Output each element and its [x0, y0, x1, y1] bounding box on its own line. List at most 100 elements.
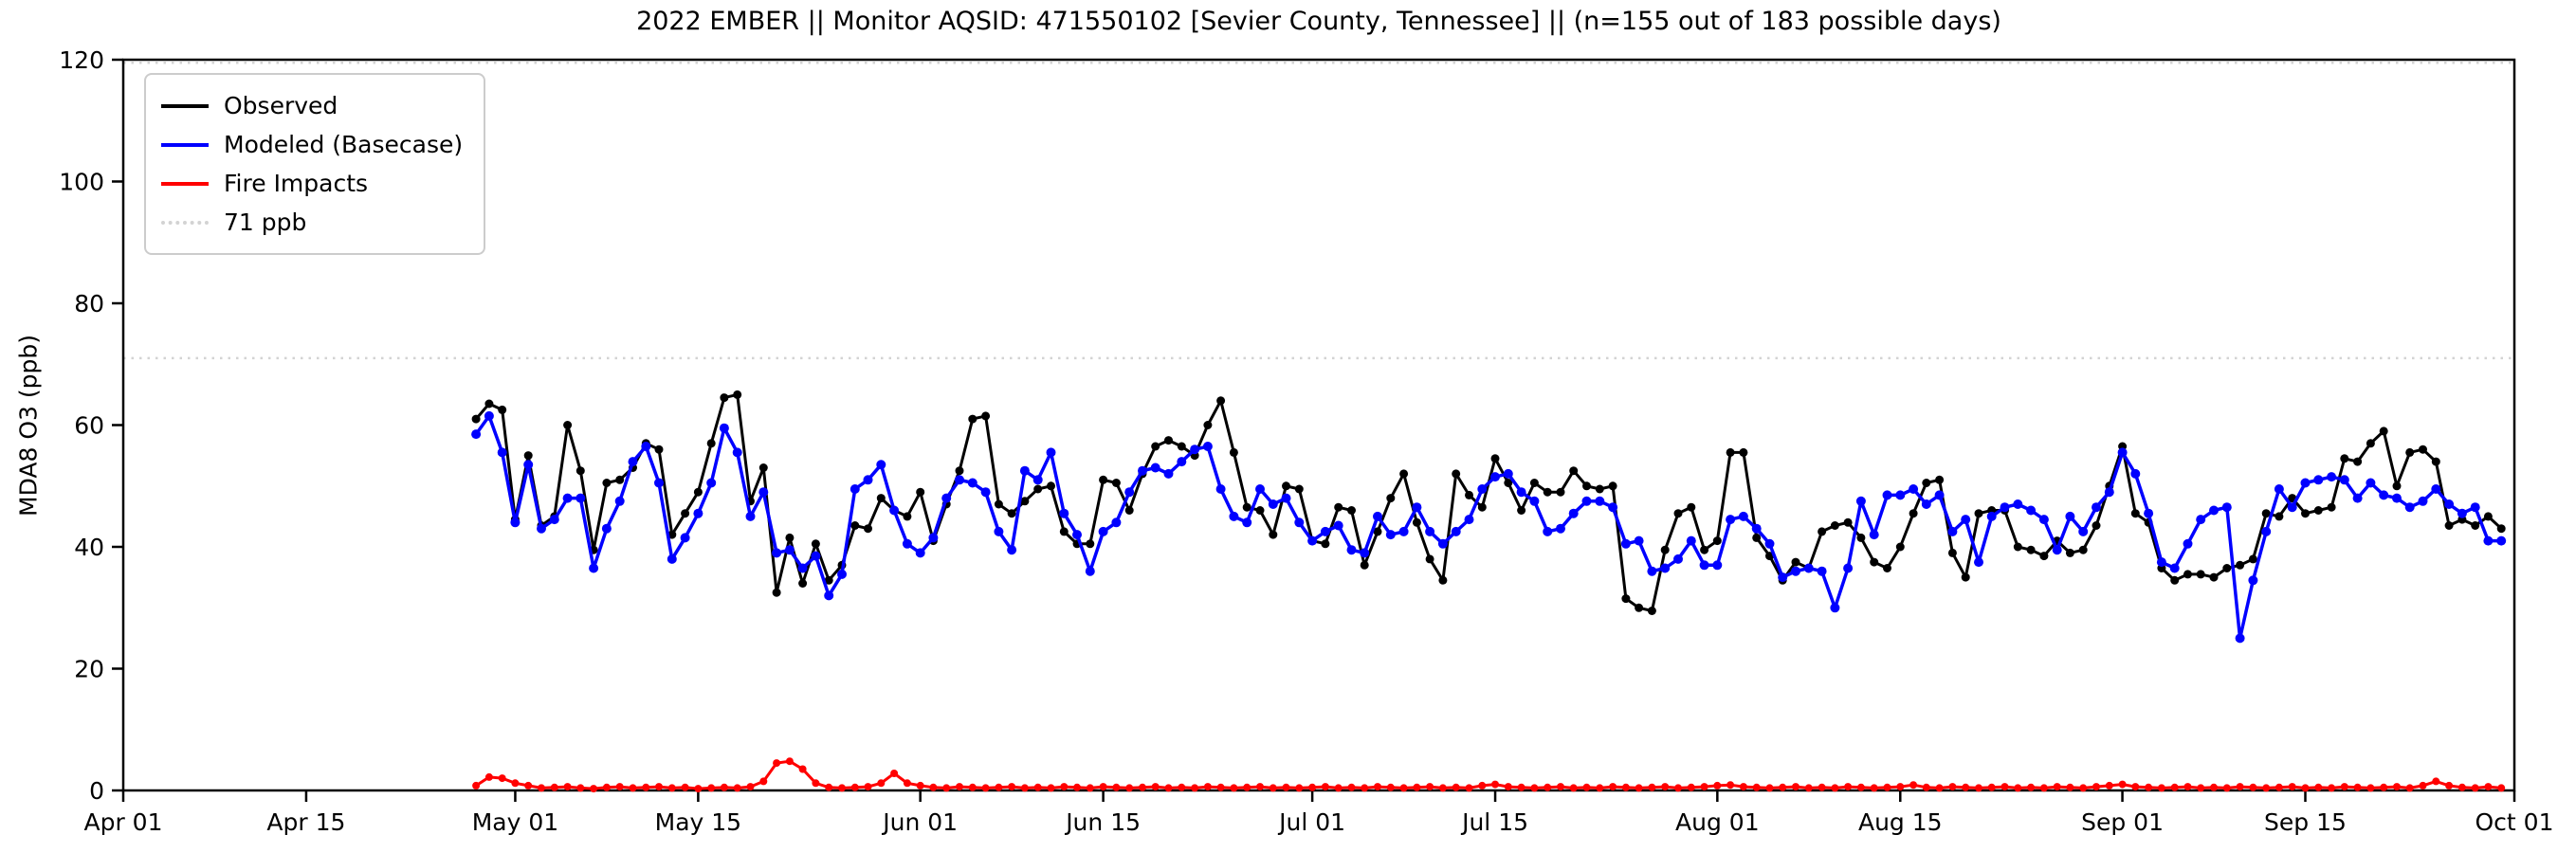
- series-marker-0: [1883, 564, 1891, 572]
- series-marker-0: [2078, 545, 2088, 554]
- series-marker-1: [941, 493, 952, 503]
- series-marker-2: [1216, 783, 1225, 791]
- series-marker-0: [1465, 490, 1473, 499]
- x-tick-label: Aug 15: [1858, 808, 1943, 836]
- series-marker-2: [1870, 784, 1878, 792]
- series-marker-0: [1047, 481, 1055, 491]
- series-marker-1: [2287, 502, 2297, 513]
- y-tick-label: 0: [89, 777, 104, 805]
- series-marker-2: [629, 784, 637, 792]
- series-marker-0: [2092, 521, 2101, 530]
- series-marker-0: [2366, 439, 2375, 448]
- series-marker-1: [1320, 526, 1330, 536]
- series-marker-0: [955, 466, 964, 476]
- series-marker-2: [1060, 783, 1069, 791]
- series-marker-1: [1307, 535, 1318, 546]
- series-marker-0: [1360, 560, 1369, 570]
- series-marker-0: [2301, 509, 2310, 518]
- series-marker-2: [1687, 783, 1695, 791]
- series-marker-1: [1947, 526, 1958, 536]
- series-marker-0: [2170, 575, 2180, 585]
- series-marker-1: [1346, 545, 1357, 555]
- series-marker-2: [1530, 784, 1539, 792]
- series-marker-2: [1557, 783, 1564, 791]
- series-marker-2: [2275, 783, 2283, 791]
- series-marker-2: [759, 777, 768, 786]
- series-marker-2: [1935, 784, 1944, 792]
- series-marker-2: [2222, 784, 2231, 792]
- series-marker-1: [824, 590, 834, 601]
- series-marker-2: [1517, 783, 1526, 791]
- series-marker-0: [1347, 506, 1356, 515]
- series-marker-1: [1568, 508, 1579, 518]
- series-marker-0: [2340, 454, 2349, 463]
- series-marker-0: [471, 414, 481, 424]
- series-marker-0: [2379, 426, 2388, 436]
- series-marker-1: [1909, 484, 1919, 494]
- series-marker-1: [2130, 468, 2141, 479]
- series-marker-2: [1191, 784, 1199, 792]
- series-marker-0: [1856, 533, 1866, 542]
- series-marker-1: [745, 511, 756, 521]
- series-marker-0: [1334, 502, 1343, 512]
- series-marker-2: [1125, 784, 1134, 792]
- series-marker-1: [1921, 499, 1931, 509]
- series-marker-2: [2145, 783, 2153, 791]
- series-marker-1: [1934, 490, 1945, 500]
- series-marker-2: [890, 770, 899, 777]
- series-marker-2: [1582, 783, 1591, 791]
- series-marker-2: [1086, 784, 1094, 792]
- series-marker-1: [2313, 475, 2324, 485]
- series-marker-0: [2444, 521, 2454, 530]
- series-marker-2: [1569, 784, 1578, 792]
- series-marker-2: [2366, 784, 2375, 792]
- series-marker-1: [1124, 487, 1135, 498]
- series-marker-0: [994, 499, 1003, 509]
- x-tick-label: May 01: [472, 808, 558, 836]
- series-marker-2: [1609, 783, 1617, 791]
- series-marker-2: [2419, 781, 2427, 789]
- series-marker-1: [1803, 563, 1814, 573]
- series-marker-1: [1751, 523, 1762, 534]
- series-marker-2: [2445, 781, 2454, 789]
- series-marker-2: [1478, 781, 1487, 789]
- x-tick-label: Sep 15: [2264, 808, 2347, 836]
- series-marker-1: [1673, 554, 1683, 564]
- series-marker-2: [1661, 783, 1670, 791]
- series-marker-2: [2457, 783, 2466, 791]
- series-marker-2: [1765, 784, 1774, 792]
- series-marker-2: [1099, 783, 1107, 791]
- series-line-2: [475, 759, 2502, 790]
- y-tick-label: 60: [74, 412, 104, 440]
- series-marker-0: [1412, 517, 1421, 527]
- legend: Observed Modeled (Basecase) Fire Impacts…: [144, 73, 486, 255]
- series-marker-1: [732, 447, 742, 458]
- series-marker-0: [785, 533, 795, 542]
- series-marker-2: [1962, 783, 1970, 791]
- series-marker-1: [2327, 472, 2337, 482]
- series-marker-2: [968, 783, 977, 791]
- series-marker-0: [1647, 607, 1656, 615]
- x-tick-label: Jul 01: [1277, 808, 1345, 836]
- series-marker-2: [720, 783, 728, 791]
- series-marker-2: [1361, 784, 1369, 792]
- series-marker-0: [1373, 527, 1382, 536]
- series-marker-0: [1490, 454, 1500, 463]
- series-marker-0: [615, 475, 625, 484]
- series-marker-1: [2235, 633, 2245, 644]
- series-marker-0: [1177, 442, 1186, 451]
- series-marker-2: [2157, 784, 2165, 792]
- series-marker-1: [1425, 526, 1435, 536]
- series-marker-0: [798, 579, 808, 588]
- series-marker-1: [2404, 502, 2415, 513]
- series-marker-2: [2001, 783, 2009, 791]
- y-tick-label: 80: [74, 290, 104, 318]
- series-marker-2: [1256, 783, 1264, 791]
- series-marker-1: [1712, 560, 1723, 571]
- threshold-line-sample-icon: [161, 220, 209, 225]
- series-marker-0: [1020, 497, 1030, 506]
- series-marker-2: [667, 784, 676, 792]
- series-marker-2: [1426, 783, 1434, 791]
- series-marker-0: [876, 494, 886, 503]
